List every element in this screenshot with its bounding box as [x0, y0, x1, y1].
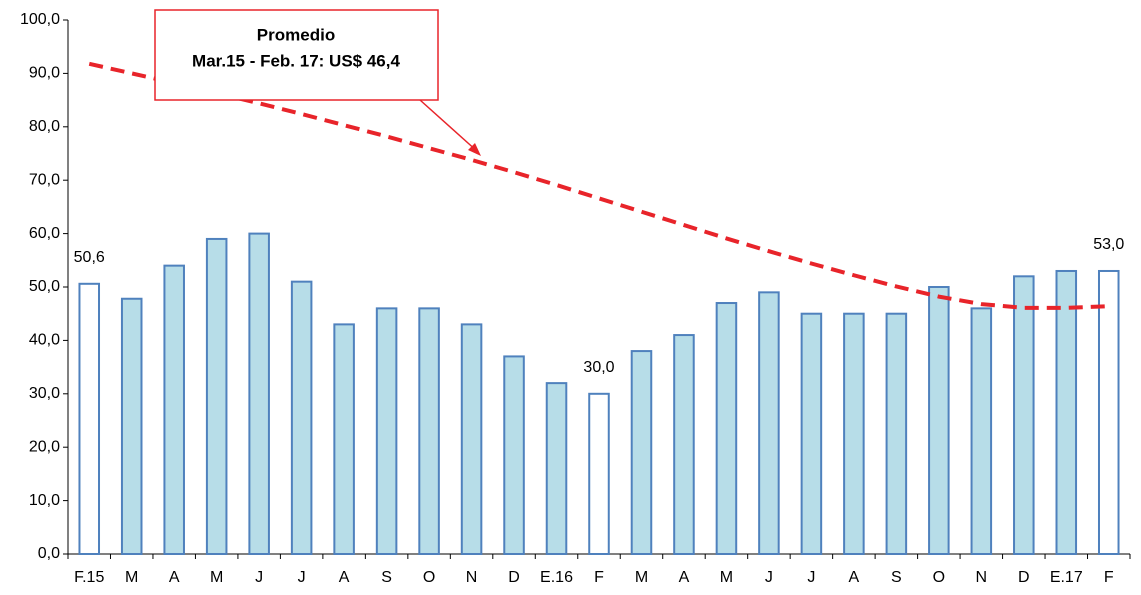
x-tick-label: F: [594, 569, 604, 586]
x-tick-label: J: [807, 569, 815, 586]
bar: [205, 237, 228, 555]
x-tick-label: M: [720, 569, 733, 586]
bar: [715, 302, 738, 555]
annotation-text: Mar.15 - Feb. 17: US$ 46,4: [192, 51, 400, 70]
x-tick-label: A: [339, 569, 350, 586]
bar: [1097, 269, 1120, 555]
x-tick-label: D: [508, 569, 520, 586]
annotation-arrow: [419, 99, 479, 153]
bar: [970, 307, 993, 555]
bar: [120, 297, 143, 555]
x-tick-label: N: [976, 569, 988, 586]
bar: [333, 323, 355, 555]
x-tick-label: D: [1018, 569, 1030, 586]
bar: [418, 307, 440, 555]
annotation-arrowhead: [468, 143, 481, 156]
bar: [290, 280, 313, 555]
value-label: 53,0: [1093, 236, 1124, 253]
x-tick-label: N: [466, 569, 478, 586]
x-tick-label: A: [679, 569, 690, 586]
x-tick-label: J: [298, 569, 306, 586]
x-tick-label: E.17: [1050, 569, 1083, 586]
annotation-title: Promedio: [257, 25, 335, 44]
value-label: 30,0: [583, 359, 614, 376]
y-tick-label: 60,0: [29, 225, 60, 242]
y-tick-label: 0,0: [38, 545, 60, 562]
x-tick-label: O: [423, 569, 435, 586]
bar: [503, 355, 525, 556]
x-tick-label: S: [891, 569, 902, 586]
x-tick-label: J: [255, 569, 263, 586]
x-tick-label: M: [125, 569, 138, 586]
bar: [1055, 269, 1078, 555]
y-tick-label: 70,0: [29, 171, 60, 188]
x-tick-label: M: [635, 569, 648, 586]
bar: [248, 232, 270, 555]
x-tick-label: E.16: [540, 569, 573, 586]
trend-line: [88, 61, 1109, 310]
bar: [460, 323, 483, 555]
bar: [800, 312, 823, 556]
x-tick-label: F: [1104, 569, 1114, 586]
y-tick-label: 40,0: [29, 332, 60, 349]
bar: [885, 312, 908, 556]
bar: [673, 334, 695, 555]
y-tick-label: 80,0: [29, 118, 60, 135]
bar: [843, 312, 865, 556]
bar: [163, 264, 185, 555]
y-tick-label: 10,0: [29, 492, 60, 509]
x-tick-label: S: [381, 569, 392, 586]
x-tick-label: J: [765, 569, 773, 586]
y-tick-label: 30,0: [29, 385, 60, 402]
x-tick-label: M: [210, 569, 223, 586]
bar: [928, 286, 950, 555]
x-tick-label: A: [169, 569, 180, 586]
bar: [758, 291, 780, 555]
bar: [630, 350, 653, 555]
x-tick-label: F.15: [74, 569, 104, 586]
x-tick-label: O: [933, 569, 945, 586]
y-tick-label: 50,0: [29, 278, 60, 295]
annotation-box: [154, 9, 439, 101]
bar: [375, 307, 398, 555]
value-label: 50,6: [74, 249, 105, 266]
x-tick-label: A: [849, 569, 860, 586]
bar: [588, 392, 610, 555]
y-tick-label: 100,0: [20, 11, 60, 28]
bar: [1013, 275, 1035, 555]
bar: [78, 282, 101, 555]
y-tick-label: 20,0: [29, 438, 60, 455]
bar: [545, 382, 568, 555]
y-tick-label: 90,0: [29, 65, 60, 82]
